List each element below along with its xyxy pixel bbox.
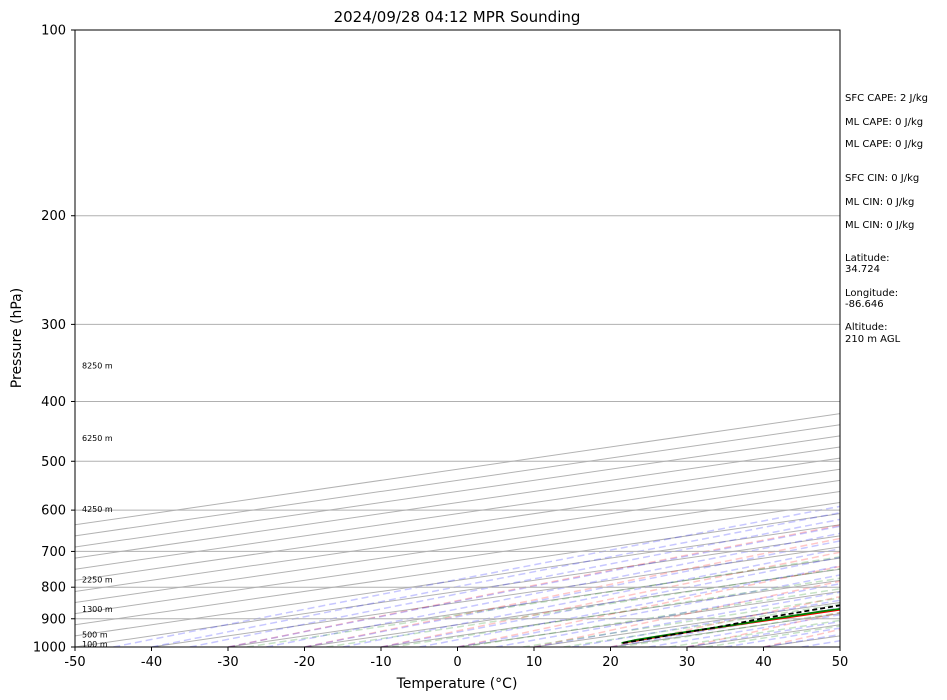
mixing-ratio-line	[522, 597, 840, 647]
moist-adiabat-line	[266, 532, 840, 647]
dry-adiabat-line	[227, 524, 840, 647]
isotherm-line	[75, 435, 840, 548]
ml-cin-text-2: ML CIN: 0 J/kg	[845, 220, 915, 231]
latitude-label: Latitude:	[845, 253, 890, 264]
sfc-cin-text: SFC CIN: 0 J/kg	[845, 173, 920, 184]
y-tick-label: 900	[41, 612, 66, 627]
longitude-label: Longitude:	[845, 288, 899, 299]
x-tick-label: -10	[370, 655, 391, 670]
height-label: 4250 m	[82, 505, 113, 514]
x-tick-label: -20	[294, 655, 315, 670]
x-tick-label: 10	[526, 655, 543, 670]
mixing-ratio-line	[391, 577, 840, 647]
moist-adiabat-line	[304, 540, 840, 647]
isotherm-line	[75, 502, 840, 615]
temperature-profile-line	[622, 608, 840, 644]
y-tick-label: 700	[41, 545, 66, 560]
isotherm-line	[75, 446, 840, 559]
x-tick-label: -50	[64, 655, 85, 670]
x-tick-label: -40	[141, 655, 162, 670]
x-axis-label: Temperature (°C)	[396, 676, 518, 692]
sounding-profiles	[621, 604, 840, 644]
x-tick-label: -30	[217, 655, 238, 670]
isotherm-line	[75, 535, 840, 647]
plot-frame	[74, 29, 841, 648]
isotherm-line	[227, 557, 840, 647]
isotherm-line	[75, 413, 840, 526]
ml-cape-text: ML CAPE: 0 J/kg	[845, 117, 924, 128]
chart-title: 2024/09/28 04:12 MPR Sounding	[334, 8, 581, 26]
moist-adiabat-line	[151, 511, 840, 647]
moist-adiabat-line	[227, 525, 840, 647]
height-label: 1300 m	[82, 605, 113, 614]
height-label: 500 m	[82, 631, 108, 640]
x-tick-label: 40	[755, 655, 772, 670]
y-axis-label: Pressure (hPa)	[9, 288, 25, 388]
isotherm-line	[75, 490, 840, 604]
x-tick-label: 0	[453, 655, 461, 670]
isotherm-line	[75, 524, 840, 637]
mixing-ratio-line	[462, 588, 840, 647]
y-tick-label: 400	[41, 395, 66, 410]
height-label: 100 m	[82, 640, 108, 649]
moist-adiabat-line	[342, 548, 840, 647]
y-tick-label: 200	[41, 209, 66, 224]
longitude-value: -86.646	[845, 299, 884, 310]
pressure-gridlines	[75, 29, 840, 648]
isotherm-line	[75, 468, 840, 581]
y-tick-label: 300	[41, 318, 66, 333]
moist-adiabat-line	[419, 565, 840, 647]
isotherm-line	[75, 513, 840, 626]
y-tick-label: 100	[41, 24, 66, 39]
reference-lines	[75, 413, 840, 647]
latitude-value: 34.724	[845, 264, 880, 275]
altitude-label: Altitude:	[845, 322, 888, 333]
x-tick-label: 20	[602, 655, 619, 670]
dry-adiabat-line	[380, 551, 840, 647]
moist-adiabat-line	[457, 574, 840, 647]
parcel-profile-line	[622, 604, 840, 644]
y-tick-label: 800	[41, 581, 66, 596]
dry-adiabat-line	[610, 595, 840, 647]
altitude-value: 210 m AGL	[845, 334, 901, 345]
height-label: 2250 m	[82, 576, 113, 585]
ml-cape-text-2: ML CAPE: 0 J/kg	[845, 139, 924, 150]
isotherm-line	[75, 424, 840, 537]
isotherm-line	[75, 479, 840, 592]
isotherm-line	[75, 457, 840, 570]
y-tick-label: 600	[41, 504, 66, 519]
sfc-cape-text: SFC CAPE: 2 J/kg	[845, 93, 928, 104]
height-label: 8250 m	[82, 362, 113, 371]
height-label: 6250 m	[82, 434, 113, 443]
moist-adiabat-line	[533, 591, 840, 647]
x-tick-label: 30	[679, 655, 696, 670]
y-tick-label: 1000	[33, 641, 66, 656]
x-tick-label: 50	[832, 655, 849, 670]
moist-adiabat-line	[495, 582, 840, 647]
y-tick-label: 500	[41, 455, 66, 470]
ml-cin-text: ML CIN: 0 J/kg	[845, 197, 915, 208]
dry-adiabat-line	[457, 565, 840, 647]
